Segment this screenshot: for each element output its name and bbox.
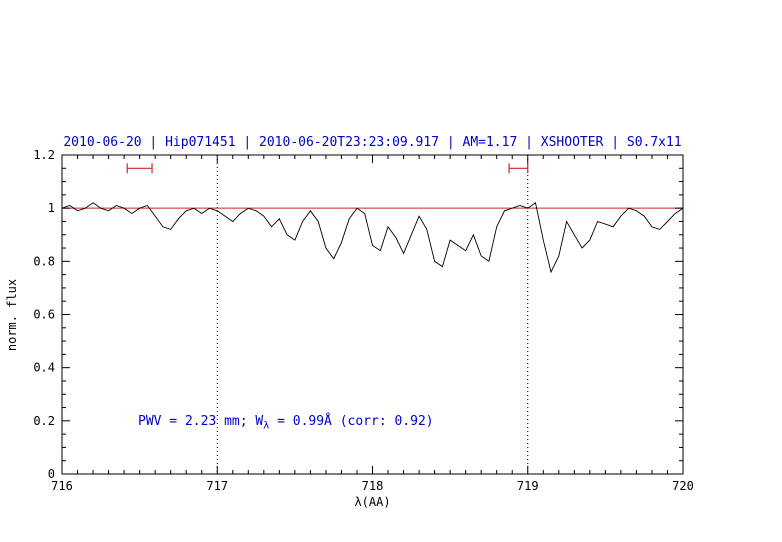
spectrum-line bbox=[61, 202, 684, 274]
y-tick-label: 1.2 bbox=[33, 148, 55, 162]
y-tick-label: 0 bbox=[48, 467, 55, 481]
pwv-annotation-sub: λ bbox=[263, 420, 270, 432]
plot-title: 2010-06-20 | Hip071451 | 2010-06-20T23:2… bbox=[63, 135, 682, 150]
x-axis-label: λ(AA) bbox=[354, 495, 391, 509]
pwv-annotation-post: = 0.99Å (corr: 0.92) bbox=[269, 414, 434, 429]
x-tick-label: 720 bbox=[672, 479, 694, 493]
x-tick-label: 719 bbox=[517, 479, 539, 493]
y-tick-label: 0.8 bbox=[33, 254, 55, 268]
y-tick-label: 0.2 bbox=[33, 414, 55, 428]
y-tick-label: 0.4 bbox=[33, 361, 55, 375]
pwv-annotation: PWV = 2.23 mm; Wλ = 0.99Å (corr: 0.92) bbox=[138, 414, 434, 432]
x-tick-label: 718 bbox=[362, 479, 384, 493]
x-tick-label: 716 bbox=[51, 479, 73, 493]
pwv-annotation-pre: PWV = 2.23 mm; W bbox=[138, 414, 264, 429]
x-tick-label: 717 bbox=[206, 479, 228, 493]
y-tick-label: 0.6 bbox=[33, 308, 55, 322]
y-axis-label: norm. flux bbox=[5, 278, 19, 352]
y-tick-label: 1 bbox=[48, 201, 55, 215]
